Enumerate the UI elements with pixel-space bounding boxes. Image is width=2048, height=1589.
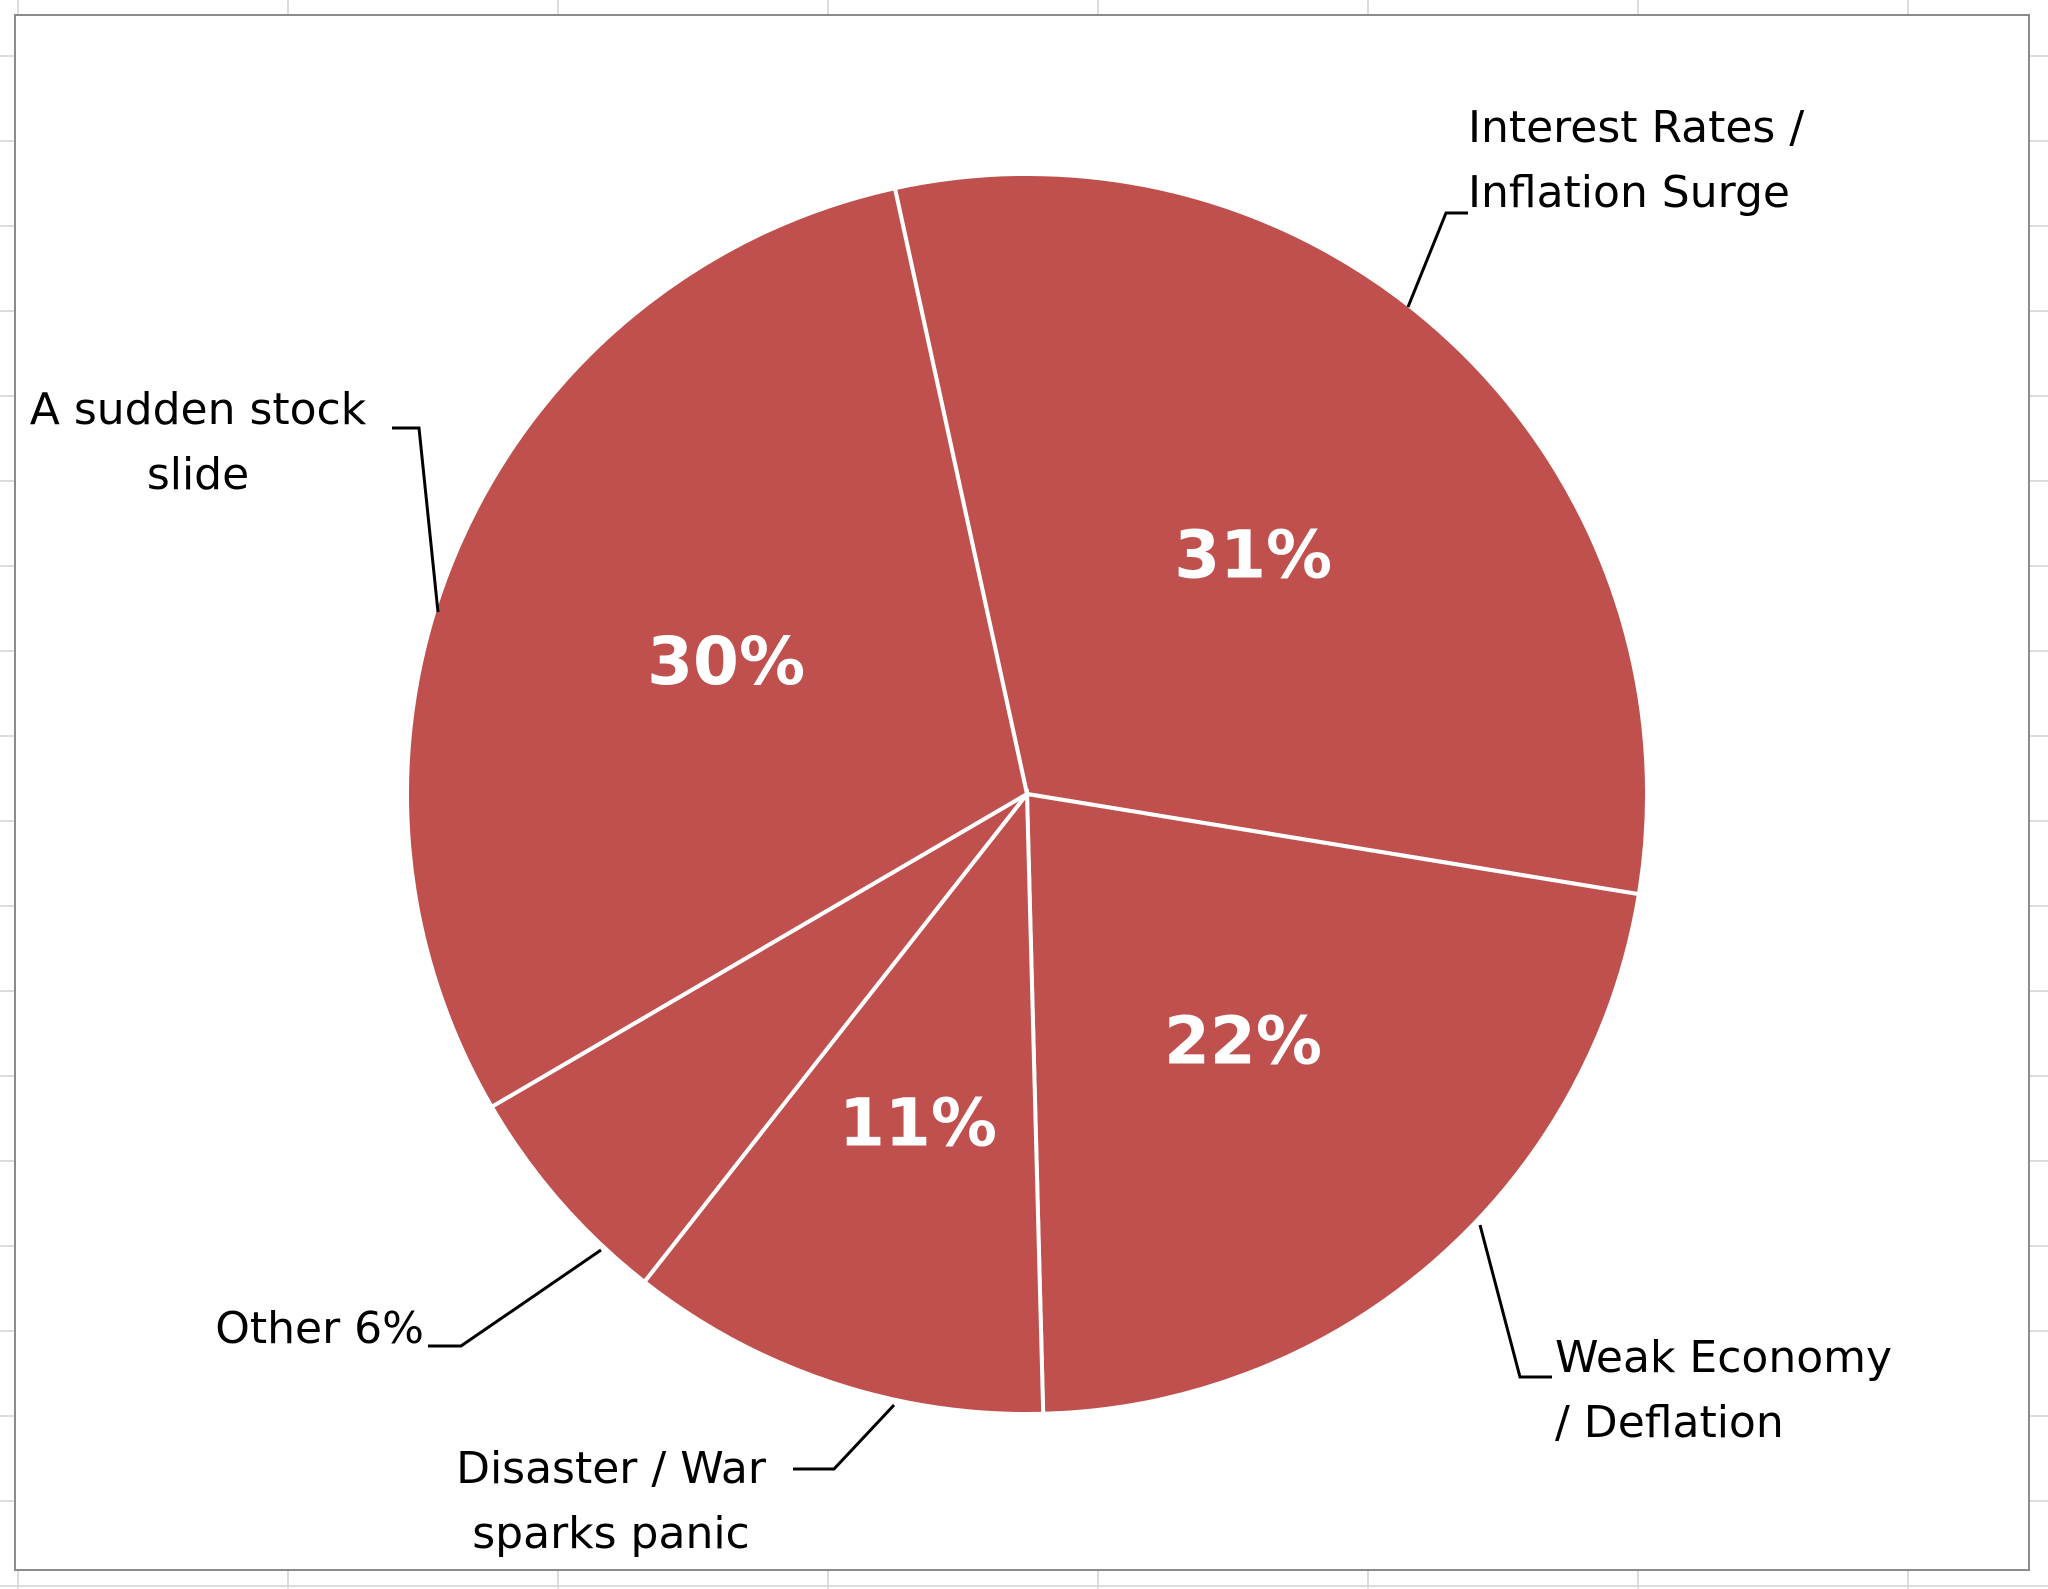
category-label-line: Disaster / War (456, 1443, 767, 1494)
category-label-line: Interest Rates / (1468, 102, 1804, 153)
category-label-line: A sudden stock (30, 384, 367, 435)
category-label-2: Disaster / War sparks panic (456, 1443, 767, 1559)
category-label-line: Inflation Surge (1468, 167, 1790, 218)
leader-line-0 (1406, 211, 1468, 308)
data-label-0: 31% (1174, 517, 1332, 594)
leader-line-1 (1478, 1224, 1552, 1379)
category-labels: 31% Interest Rates / Inflation Surge 22% Wea… (30, 102, 1892, 1559)
leader-line-2 (793, 1403, 896, 1471)
pie-slice-3[interactable] (488, 792, 1029, 1285)
leader-lines (392, 211, 1552, 1471)
category-label-line: Weak Economy (1555, 1332, 1892, 1383)
pie-slice-4[interactable] (404, 185, 1030, 1110)
category-label-3: Other 6% (215, 1303, 424, 1354)
category-label-line: sparks panic (472, 1508, 750, 1559)
pie-slice-2[interactable] (641, 788, 1046, 1416)
category-label-line: Other 6% (215, 1303, 424, 1354)
category-label-line: / Deflation (1555, 1397, 1784, 1448)
data-label-1: 22% (1164, 1003, 1322, 1080)
category-label-1: Weak Economy / Deflation (1555, 1332, 1892, 1448)
category-label-4: A sudden stock slide (30, 384, 367, 500)
pie-slice-1[interactable] (1024, 791, 1642, 1416)
pie-slice-0[interactable] (892, 172, 1650, 897)
data-label-2: 11% (839, 1085, 997, 1162)
leader-line-4 (392, 426, 440, 613)
category-label-0: Interest Rates / Inflation Surge (1468, 102, 1804, 218)
slices-layer (404, 172, 1650, 1416)
leader-line-3 (428, 1248, 602, 1348)
data-label-4: 30% (647, 623, 805, 700)
category-label-line: slide (147, 449, 249, 500)
